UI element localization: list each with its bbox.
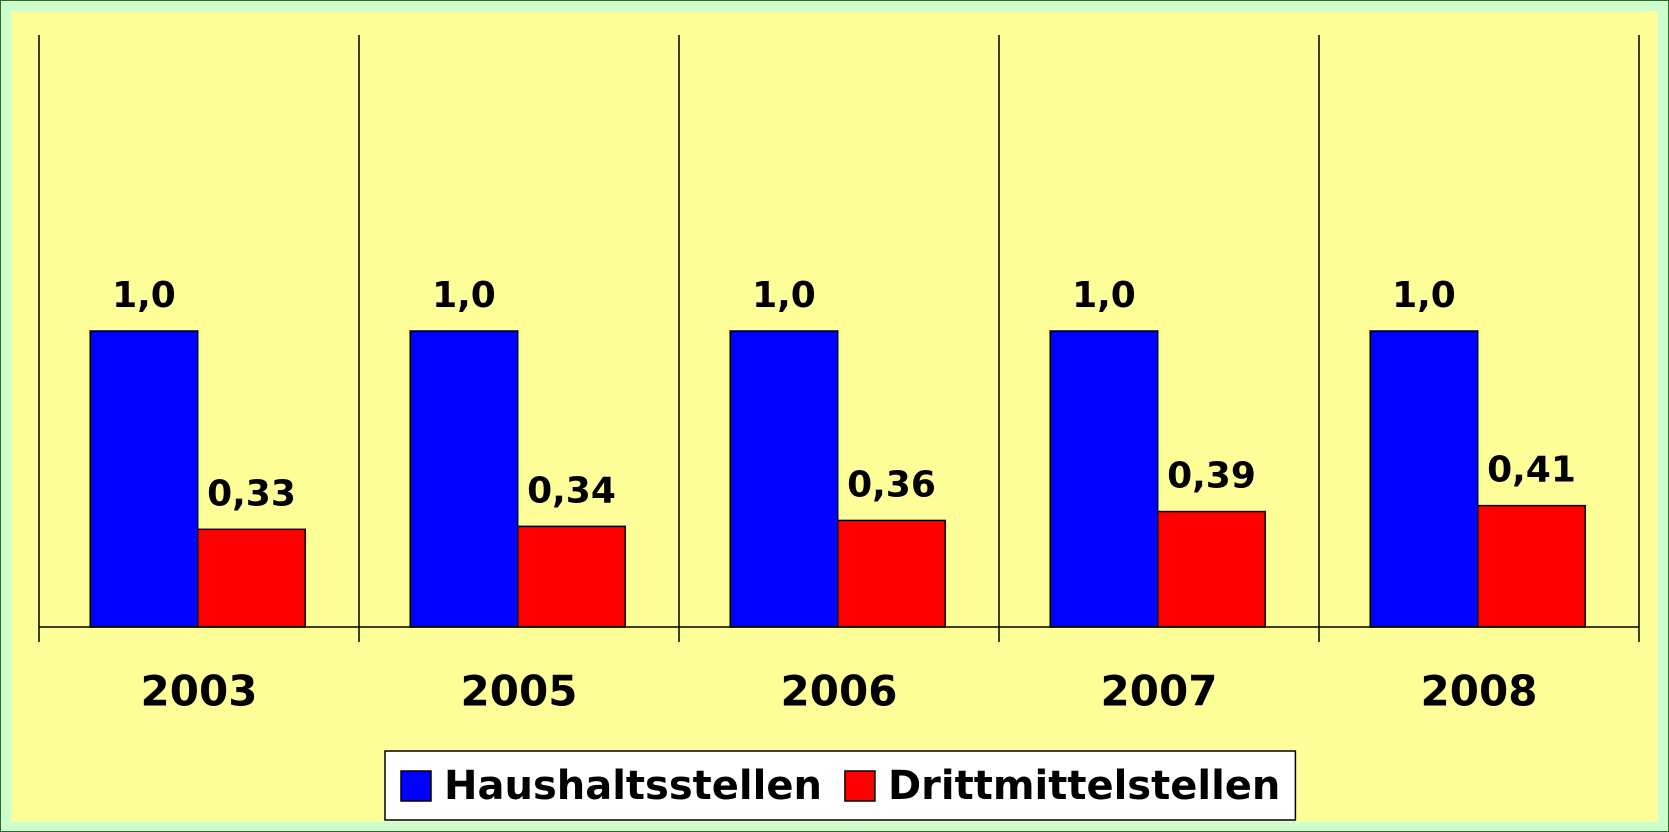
value-label: 0,33 [207, 473, 296, 514]
value-label: 1,0 [1392, 275, 1456, 316]
legend [384, 750, 1297, 821]
value-label: 0,34 [527, 470, 616, 511]
bar [89, 330, 199, 628]
bar [836, 519, 946, 628]
bar [1049, 330, 1159, 628]
bar [1369, 330, 1479, 628]
bar [1476, 504, 1586, 628]
value-label: 1,0 [112, 275, 176, 316]
value-label: 0,36 [847, 464, 936, 505]
bar [516, 525, 626, 628]
legend-label: Haushaltsstellen [444, 763, 822, 809]
bar [1156, 510, 1266, 628]
bar [196, 528, 306, 628]
value-label: 1,0 [752, 275, 816, 316]
x-tick-label: 2003 [141, 667, 258, 716]
value-label: 1,0 [432, 275, 496, 316]
x-tick-label: 2005 [461, 667, 578, 716]
x-tick-label: 2006 [781, 667, 898, 716]
bar [729, 330, 839, 628]
legend-swatch [400, 770, 432, 802]
x-tick-label: 2007 [1101, 667, 1218, 716]
value-label: 1,0 [1072, 275, 1136, 316]
x-tick-label: 2008 [1421, 667, 1538, 716]
legend-swatch [844, 770, 876, 802]
legend-label: Drittmittelstellen [888, 763, 1280, 809]
value-label: 0,39 [1167, 456, 1256, 497]
value-label: 0,41 [1487, 450, 1576, 491]
bar [409, 330, 519, 628]
